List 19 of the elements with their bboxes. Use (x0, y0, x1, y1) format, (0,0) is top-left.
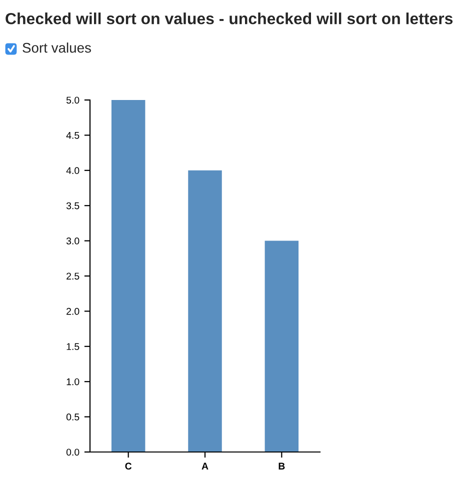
y-tick-label: 0.0 (66, 448, 80, 456)
x-tick-label: A (202, 462, 208, 470)
y-tick-label: 4.0 (66, 167, 80, 174)
y-tick-label: 2.0 (66, 308, 80, 315)
bar (264, 240, 299, 452)
y-tick-label: 3.0 (66, 238, 80, 244)
y-tick-label: 2.5 (66, 272, 80, 280)
y-tick-label: 1.0 (66, 378, 80, 386)
x-tick-label: B (278, 462, 285, 470)
y-tick-label: 0.5 (66, 414, 80, 420)
bar (111, 100, 146, 452)
y-tick-label: 5.0 (66, 96, 80, 104)
y-tick-label: 1.5 (66, 343, 80, 350)
y-tick-label: 3.5 (66, 202, 80, 210)
x-tick-label: C (125, 462, 132, 470)
text: Sort values (22, 42, 91, 53)
chart-title: Checked will sort on values - unchecked will sort on letters (6, 12, 453, 24)
y-tick-label: 4.5 (66, 132, 80, 139)
bar (188, 170, 222, 452)
